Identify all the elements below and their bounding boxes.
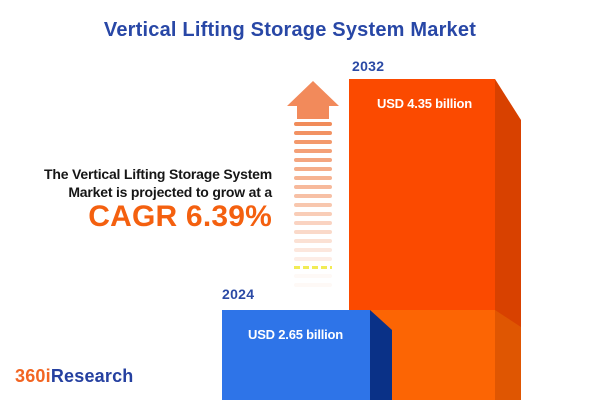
arrow-dash <box>294 167 332 171</box>
arrow-dash <box>294 239 332 243</box>
up-arrow-icon <box>287 81 339 119</box>
logo-suffix: Research <box>50 366 134 386</box>
brand-logo: 360iResearch <box>15 366 134 387</box>
arrow-dash <box>294 176 332 180</box>
bar-2024-front <box>222 310 370 400</box>
arrow-dash <box>294 140 332 144</box>
arrow-dash <box>294 221 332 225</box>
bar-2024-side <box>370 310 392 400</box>
arrow-dash <box>294 212 332 216</box>
arrow-dash <box>294 230 332 234</box>
arrow-dash <box>294 131 332 135</box>
cagr-value: CAGR 6.39% <box>88 200 272 233</box>
year-label-2032: 2032 <box>352 58 385 74</box>
arrow-shaft <box>294 122 332 298</box>
value-label-2032: USD 4.35 billion <box>377 96 473 111</box>
arrow-dash <box>294 194 332 198</box>
page-title: Vertical Lifting Storage System Market <box>103 19 477 41</box>
arrow-dash <box>294 158 332 162</box>
arrow-dash <box>294 257 332 261</box>
headline-text: The Vertical Lifting Storage System Mark… <box>16 165 272 201</box>
bar-2032-side <box>495 79 521 400</box>
arrow-dash <box>294 203 332 207</box>
arrow-dash <box>294 185 332 189</box>
arrow-dash <box>294 266 332 269</box>
arrow-dash <box>294 283 332 287</box>
arrow-dash <box>294 122 332 126</box>
headline-line1: The Vertical Lifting Storage System <box>44 166 272 182</box>
year-label-2024: 2024 <box>222 286 255 302</box>
arrow-dash <box>294 248 332 252</box>
arrow-dash <box>294 274 332 278</box>
value-label-2024: USD 2.65 billion <box>248 327 344 342</box>
headline-line2: Market is projected to grow at a <box>68 184 272 200</box>
arrow-dash <box>294 149 332 153</box>
bar-2032-side-lower <box>495 310 521 400</box>
logo-prefix: 360i <box>15 366 51 386</box>
bar-2032-front-upper <box>349 79 495 310</box>
